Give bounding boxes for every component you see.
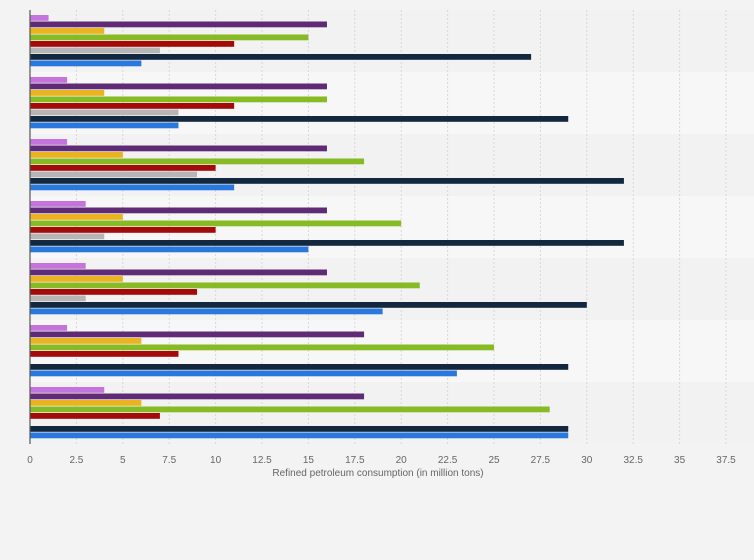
bar [30, 220, 402, 227]
bar [30, 122, 179, 129]
x-tick-label: 2.5 [69, 455, 83, 466]
bar [30, 282, 420, 289]
x-tick-label: 27.5 [531, 455, 551, 466]
x-tick-label: 10 [210, 455, 222, 466]
x-tick-label: 5 [120, 455, 126, 466]
bar [30, 90, 105, 96]
x-tick-label: 32.5 [623, 455, 643, 466]
x-tick-label: 17.5 [345, 455, 365, 466]
bar [30, 240, 624, 246]
bar [30, 325, 68, 331]
bar [30, 41, 235, 47]
bar [30, 171, 198, 178]
bar [30, 28, 105, 34]
bar [30, 338, 142, 344]
x-tick-label: 25 [488, 455, 500, 466]
x-tick-label: 20 [396, 455, 408, 466]
bar [30, 302, 587, 308]
bar [30, 77, 68, 83]
bar [30, 109, 179, 116]
bar [30, 83, 327, 90]
bar [30, 103, 235, 109]
bar [30, 201, 86, 207]
bar [30, 432, 569, 439]
bar [30, 60, 142, 67]
bar [30, 331, 365, 338]
bar [30, 21, 327, 28]
bar [30, 34, 309, 41]
bar [30, 233, 105, 240]
bar [30, 393, 365, 400]
bar [30, 184, 235, 191]
bar [30, 96, 327, 103]
bar [30, 364, 569, 370]
x-tick-label: 22.5 [438, 455, 458, 466]
bar [30, 47, 160, 54]
bar [30, 426, 569, 432]
bar [30, 400, 142, 406]
bar [30, 15, 49, 21]
bar [30, 387, 105, 393]
bar [30, 406, 550, 413]
bar [30, 158, 365, 165]
bar [30, 295, 86, 302]
x-tick-label: 30 [581, 455, 593, 466]
bar [30, 165, 216, 171]
bar [30, 413, 160, 419]
bar [30, 178, 624, 184]
bar [30, 308, 383, 315]
x-tick-label: 35 [674, 455, 686, 466]
bar [30, 276, 123, 282]
bar [30, 246, 309, 253]
x-axis-title: Refined petroleum consumption (in millio… [272, 468, 484, 479]
x-tick-label: 12.5 [252, 455, 272, 466]
bar [30, 351, 179, 357]
bar [30, 214, 123, 220]
x-tick-label: 7.5 [162, 455, 176, 466]
bar [30, 116, 569, 122]
bar [30, 370, 457, 377]
bar [30, 227, 216, 233]
bar [30, 263, 86, 269]
bar [30, 152, 123, 158]
x-tick-label: 15 [303, 455, 315, 466]
bar [30, 145, 327, 152]
x-tick-label: 37.5 [716, 455, 736, 466]
bar [30, 344, 494, 351]
bar [30, 289, 198, 295]
bar [30, 54, 532, 60]
bar [30, 207, 327, 214]
x-tick-label: 0 [27, 455, 33, 466]
bar [30, 269, 327, 276]
bar [30, 139, 68, 145]
